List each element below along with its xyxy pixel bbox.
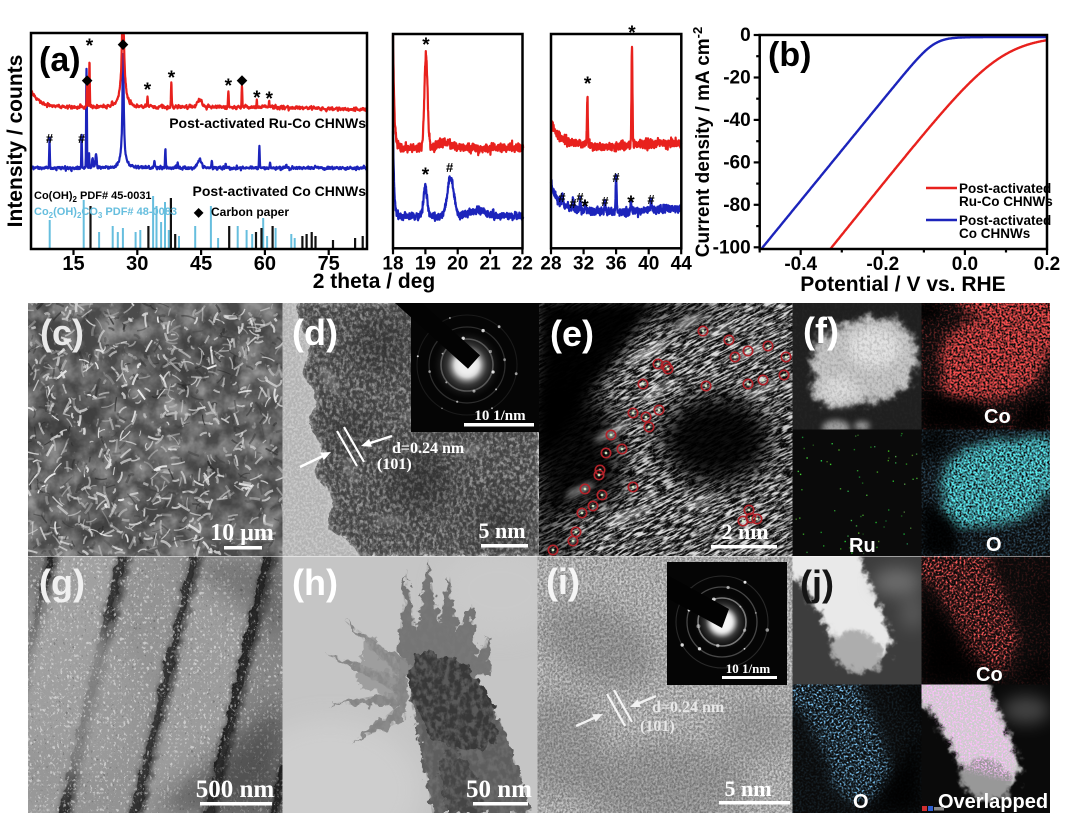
svg-text:(h): (h) (292, 562, 338, 603)
svg-text:d=0.24 nm: d=0.24 nm (652, 699, 725, 716)
svg-text:22: 22 (512, 253, 533, 274)
svg-text:#: # (647, 192, 655, 207)
svg-text:(101): (101) (640, 718, 675, 735)
svg-text:40: 40 (638, 253, 659, 274)
svg-text:*: * (584, 74, 592, 95)
svg-text:60: 60 (254, 253, 276, 275)
svg-text:10 1/nm: 10 1/nm (474, 408, 526, 424)
svg-text:19: 19 (415, 253, 436, 274)
svg-text:-20: -20 (723, 68, 750, 89)
svg-text:#: # (558, 190, 566, 205)
svg-text:*: * (225, 76, 233, 97)
svg-text:(d): (d) (292, 312, 338, 353)
svg-text:*: * (253, 88, 261, 109)
svg-text:O: O (986, 534, 1002, 556)
svg-text:Post-activated: Post-activated (959, 213, 1051, 228)
svg-text:15: 15 (62, 253, 84, 275)
svg-text:*: * (144, 80, 152, 101)
svg-text:#: # (576, 190, 584, 205)
svg-text:Co CHNWs: Co CHNWs (959, 226, 1030, 241)
svg-text:-80: -80 (723, 195, 750, 216)
svg-text:2 nm: 2 nm (721, 519, 768, 544)
svg-text:Ru: Ru (849, 535, 876, 557)
svg-text:d=0.24 nm: d=0.24 nm (392, 440, 465, 457)
svg-text:Overlapped: Overlapped (938, 791, 1048, 813)
svg-text:Intensity / counts: Intensity / counts (4, 55, 27, 228)
svg-text:(g): (g) (39, 562, 85, 603)
svg-text:20: 20 (447, 253, 468, 274)
svg-text:(a): (a) (39, 41, 81, 79)
svg-text:Potential / V vs. RHE: Potential / V vs. RHE (800, 273, 1005, 296)
svg-text:-0.4: -0.4 (784, 254, 817, 275)
svg-text:Co: Co (976, 664, 1003, 686)
svg-text:Post-activated Ru-Co CHNWs: Post-activated Ru-Co CHNWs (169, 115, 366, 131)
svg-text:(b): (b) (768, 36, 811, 74)
svg-text:*: * (86, 36, 94, 57)
svg-text:-40: -40 (723, 110, 750, 131)
svg-text:0: 0 (740, 25, 751, 46)
svg-text:O: O (853, 791, 869, 813)
svg-text:(e): (e) (550, 313, 594, 354)
svg-text:◆: ◆ (193, 205, 204, 219)
svg-text:0.0: 0.0 (952, 254, 978, 275)
svg-text:0.2: 0.2 (1034, 254, 1060, 275)
svg-text:-60: -60 (723, 152, 750, 173)
svg-text:75: 75 (318, 253, 340, 275)
svg-text:(i): (i) (546, 561, 580, 602)
svg-text:(c): (c) (40, 312, 84, 353)
svg-text:Post-activated: Post-activated (959, 181, 1051, 196)
svg-text:#: # (46, 131, 54, 146)
svg-text:5 nm: 5 nm (724, 776, 771, 801)
svg-text:#: # (612, 170, 620, 185)
svg-text:5 nm: 5 nm (478, 518, 525, 543)
svg-text:2 theta / deg: 2 theta / deg (313, 270, 436, 293)
svg-text:Co: Co (984, 406, 1011, 428)
svg-text:-0.2: -0.2 (866, 254, 899, 275)
svg-text:Co(OH)2 PDF# 45-0031: Co(OH)2 PDF# 45-0031 (34, 190, 152, 204)
svg-text:10 1/nm: 10 1/nm (726, 661, 771, 676)
svg-text:-100: -100 (713, 237, 751, 258)
svg-text:Ru-Co CHNWs: Ru-Co CHNWs (959, 194, 1053, 209)
svg-text:28: 28 (540, 253, 561, 274)
svg-text:◆: ◆ (117, 36, 129, 51)
svg-text:30: 30 (126, 253, 148, 275)
svg-text:21: 21 (480, 253, 502, 274)
svg-text:(101): (101) (377, 456, 412, 473)
svg-text:*: * (422, 165, 430, 186)
svg-text:◆: ◆ (81, 72, 93, 87)
svg-text:50 nm: 50 nm (466, 776, 532, 803)
svg-text:#: # (78, 131, 86, 146)
svg-text:Post-activated Co CHNWs: Post-activated Co CHNWs (193, 183, 367, 199)
svg-text:32: 32 (573, 253, 594, 274)
svg-text:(f): (f) (803, 310, 839, 351)
svg-text:*: * (265, 89, 273, 110)
svg-text:10 μm: 10 μm (210, 520, 274, 546)
svg-text:(j): (j) (800, 563, 834, 604)
svg-text:Current density / mA cm-2: Current density / mA cm-2 (690, 27, 714, 257)
svg-text:◆: ◆ (236, 72, 248, 87)
svg-text:Carbon paper: Carbon paper (211, 205, 289, 219)
svg-text:#: # (569, 196, 577, 211)
svg-text:#: # (601, 194, 609, 209)
svg-text:500 nm: 500 nm (196, 776, 275, 803)
svg-text:45: 45 (190, 253, 212, 275)
svg-text:#: # (446, 160, 454, 175)
svg-text:18: 18 (382, 253, 403, 274)
svg-text:*: * (422, 35, 430, 56)
svg-text:Co2(OH)2CO3 PDF# 48-0083: Co2(OH)2CO3 PDF# 48-0083 (34, 206, 177, 220)
svg-text:*: * (628, 23, 636, 44)
svg-text:44: 44 (671, 253, 693, 274)
svg-text:*: * (168, 68, 176, 89)
svg-text:*: * (581, 197, 589, 218)
svg-text:*: * (627, 193, 635, 214)
svg-text:36: 36 (606, 253, 627, 274)
